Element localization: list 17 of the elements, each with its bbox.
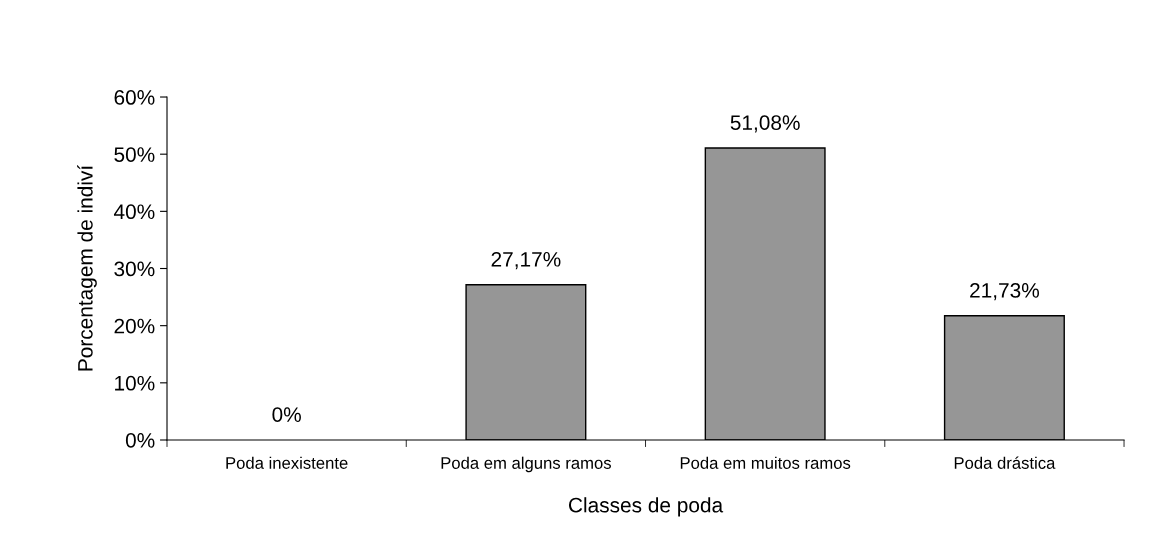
y-tick-label: 0% <box>125 433 155 448</box>
y-tick-label: 20% <box>114 318 155 334</box>
y-tick-label: 40% <box>113 204 155 220</box>
x-tick-label: Poda inexistente <box>226 456 348 469</box>
y-axis-title: Porcentagem de indiví <box>77 164 97 371</box>
x-tick-label: Poda em alguns ramos <box>441 456 611 473</box>
y-tick-label: 10% <box>115 375 155 391</box>
data-label: 0% <box>272 407 301 422</box>
data-label: 51,08% <box>730 115 800 133</box>
y-tick-label: 60% <box>114 90 155 105</box>
data-label: 27,17% <box>491 251 561 270</box>
data-label: 21,73% <box>970 283 1039 301</box>
y-tick-label: 30% <box>114 261 155 277</box>
x-axis-title: Classes de poda <box>568 497 724 517</box>
x-tick-label: Poda drástica <box>954 456 1056 469</box>
x-tick-label: Poda em muitos ramos <box>680 456 851 469</box>
y-tick-label: 50% <box>114 147 155 162</box>
